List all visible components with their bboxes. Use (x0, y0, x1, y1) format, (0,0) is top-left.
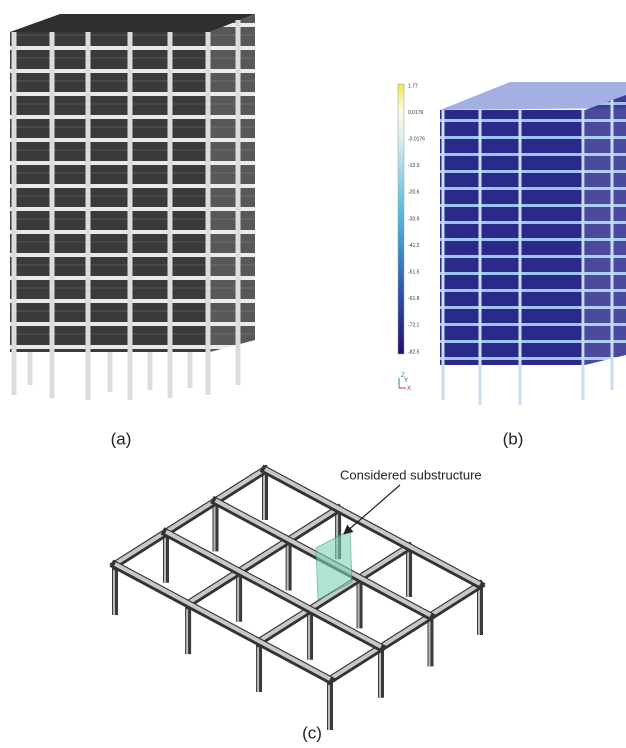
colorbar-label: -20.6 (408, 190, 420, 196)
frame-c (114, 469, 480, 730)
colorbar-label: -51.5 (408, 270, 420, 276)
building-a (10, 14, 255, 400)
panel-label: (c) (302, 723, 322, 742)
axis-triad: Z Y X (399, 373, 411, 392)
axis-y: Y (404, 378, 408, 384)
axis-x: X (407, 386, 411, 392)
colorbar-label: -72.1 (408, 323, 420, 329)
colorbar-label: -10.3 (408, 163, 420, 169)
building-b (440, 82, 626, 405)
colorbar-label: 1.77 (408, 83, 418, 89)
panel-label: (b) (503, 429, 524, 448)
colorbar-label: -0.0176 (408, 137, 425, 143)
annotation: Considered substructure (340, 467, 482, 482)
colorbar-label: -82.5 (408, 349, 420, 355)
colorbar-label: -61.8 (408, 296, 420, 302)
colorbar: 1.77 0.0176 -0.0176 -10.3 -20.6 -30.9 -41.2 -51… (398, 83, 425, 355)
colorbar-label: 0.0176 (408, 110, 424, 116)
figure: 1.77 0.0176 -0.0176 -10.3 -20.6 -30.9 -41.2 -51… (0, 0, 626, 748)
colorbar-label: -41.2 (408, 243, 420, 249)
panel-label: (a) (111, 429, 132, 448)
colorbar-label: -30.9 (408, 216, 420, 222)
